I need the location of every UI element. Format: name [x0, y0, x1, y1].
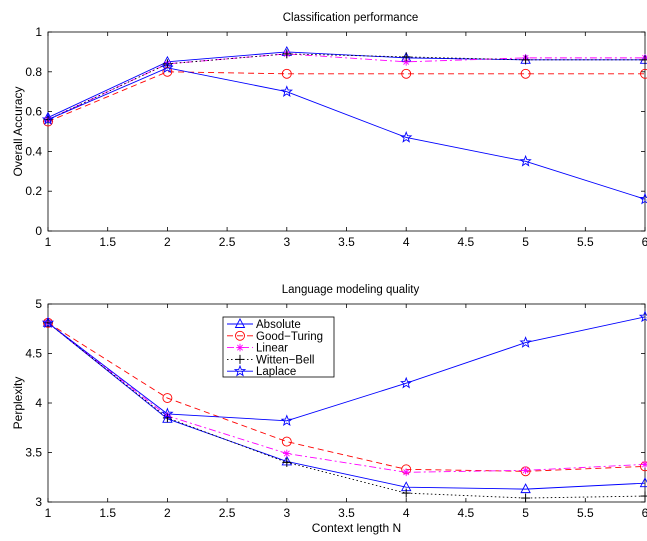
series-line-witten_bell — [48, 323, 645, 498]
series-line-witten_bell — [48, 54, 645, 120]
chart-title: Classification performance — [283, 12, 419, 24]
axes-box — [48, 304, 645, 502]
x-tick-label: 5 — [522, 506, 529, 520]
x-tick-label: 3.5 — [338, 235, 355, 249]
x-tick-label: 2 — [164, 235, 171, 249]
x-tick-label: 1 — [45, 235, 52, 249]
legend-label: Linear — [256, 343, 288, 355]
legend-label: Witten−Bell — [256, 354, 314, 366]
x-tick-label: 3 — [283, 235, 290, 249]
y-tick-label: 0.6 — [25, 105, 42, 119]
data-point-laplace — [401, 132, 411, 141]
y-tick-label: 4 — [35, 396, 42, 410]
series-linear — [44, 50, 647, 123]
x-tick-label: 1 — [45, 506, 52, 520]
data-point-witten_bell — [402, 489, 411, 498]
legend: AbsoluteGood−TuringLinearWitten−BellLapl… — [223, 317, 334, 378]
x-tick-label: 1.5 — [99, 235, 116, 249]
data-point-laplace — [640, 312, 647, 321]
y-tick-label: 0 — [35, 224, 42, 238]
legend-label: Good−Turing — [256, 331, 323, 343]
axes-box — [48, 32, 645, 231]
data-point-witten_bell — [282, 49, 291, 58]
classification-plot: 1 1.5 2 2.5 3 3.5 4 4.5 5 5.5 6 0 0.2 0.4 0.6 0.8 1 Class… — [11, 12, 647, 249]
data-point-witten_bell — [521, 494, 530, 503]
x-tick-label: 3 — [283, 506, 290, 520]
series-witten_bell — [44, 318, 647, 502]
y-tick-label: 5 — [35, 297, 42, 311]
series-line-laplace — [48, 68, 645, 199]
data-point-linear — [522, 467, 530, 475]
series-witten_bell — [44, 49, 647, 124]
language-modeling-plot: 1 1.5 2 2.5 3 3.5 4 4.5 5 5.5 6 3 3.5 4 4.5 5 Language m… — [11, 284, 647, 535]
series-line-linear — [48, 323, 645, 472]
y-tick-label: 0.2 — [25, 184, 42, 198]
data-point-laplace — [401, 378, 411, 387]
x-axis-label: Context length N — [312, 521, 401, 535]
series-absolute — [44, 318, 647, 493]
x-tick-label: 5.5 — [577, 506, 594, 520]
series-line-laplace — [48, 317, 645, 421]
series-line-good_turing — [48, 323, 645, 472]
x-tick-label: 4.5 — [458, 506, 475, 520]
x-tick-label: 1.5 — [99, 506, 116, 520]
data-point-laplace — [282, 87, 292, 96]
data-point-witten_bell — [641, 492, 647, 501]
x-tick-label: 4.5 — [458, 235, 475, 249]
x-tick-label: 2.5 — [219, 235, 236, 249]
series-laplace — [43, 312, 647, 425]
x-tick-label: 5.5 — [577, 235, 594, 249]
data-point-good_turing — [282, 437, 291, 446]
data-point-linear — [283, 450, 291, 458]
chart-title: Language modeling quality — [282, 284, 420, 296]
series-laplace — [43, 63, 647, 204]
series-line-linear — [48, 54, 645, 120]
data-point-laplace — [521, 156, 531, 165]
x-tick-label: 2.5 — [219, 506, 236, 520]
y-tick-label: 4.5 — [25, 347, 42, 361]
x-tick-label: 4 — [403, 506, 410, 520]
y-tick-label: 0.4 — [25, 144, 42, 158]
series-good_turing — [44, 67, 647, 126]
legend-marker — [236, 344, 244, 352]
data-point-witten_bell — [282, 458, 291, 467]
y-tick-label: 0.8 — [25, 65, 42, 79]
y-axis-label: Perplexity — [11, 377, 25, 430]
x-tick-label: 4 — [403, 235, 410, 249]
legend-label: Laplace — [256, 366, 296, 378]
series-line-absolute — [48, 52, 645, 118]
data-point-linear — [402, 469, 410, 477]
x-tick-label: 2 — [164, 506, 171, 520]
x-tick-label: 5 — [522, 235, 529, 249]
series-linear — [44, 319, 647, 476]
data-point-laplace — [282, 416, 292, 425]
data-point-absolute — [521, 484, 530, 493]
x-tick-label: 6 — [642, 235, 647, 249]
data-point-witten_bell — [402, 52, 411, 61]
series-line-good_turing — [48, 72, 645, 122]
series-line-absolute — [48, 323, 645, 489]
x-tick-label: 3.5 — [338, 506, 355, 520]
data-point-laplace — [521, 337, 531, 346]
data-point-absolute — [641, 478, 647, 487]
y-tick-label: 3 — [35, 495, 42, 509]
y-axis-label: Overall Accuracy — [11, 86, 25, 176]
x-tick-label: 6 — [642, 506, 647, 520]
y-tick-label: 3.5 — [25, 446, 42, 460]
legend-label: Absolute — [256, 319, 301, 331]
series-good_turing — [44, 318, 647, 476]
y-tick-label: 1 — [35, 25, 42, 39]
